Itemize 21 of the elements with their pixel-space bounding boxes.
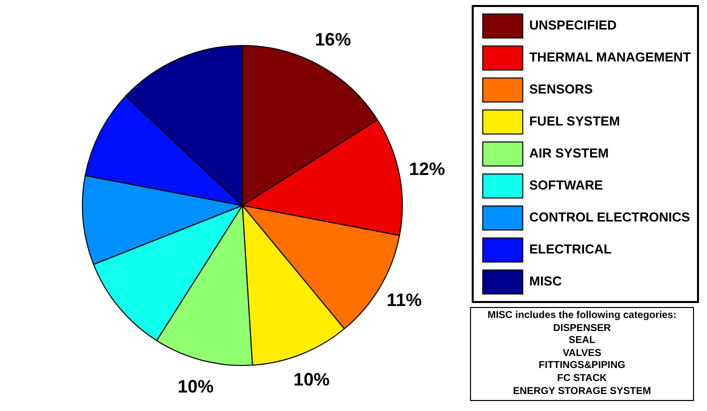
legend-label: ELECTRICAL <box>529 242 612 257</box>
text: ENERGY STORAGE SYSTEM <box>512 386 652 398</box>
text: SEAL <box>568 335 596 348</box>
legend-label: THERMAL MANAGEMENT <box>529 50 691 65</box>
legend-label: UNSPECIFIED <box>529 18 617 33</box>
text: FC STACK <box>556 372 608 386</box>
legend-label: CONTROL ELECTRONICS <box>529 210 690 225</box>
data-label: 16% <box>314 30 351 50</box>
text: MISC includes the following categories: <box>486 310 678 323</box>
text: DISPENSER <box>552 322 612 336</box>
text: VALVES <box>562 348 602 360</box>
legend-label: AIR SYSTEM <box>529 146 609 161</box>
data-label: 10% <box>178 376 214 397</box>
legend-label: SENSORS <box>529 82 594 97</box>
data-label: 12% <box>409 159 446 180</box>
data-label: 10% <box>294 369 330 390</box>
legend-label: SOFTWARE <box>529 178 604 193</box>
legend-label: FUEL SYSTEM <box>529 114 620 129</box>
text: FITTINGS&PIPING <box>538 360 626 373</box>
data-label: 11% <box>386 290 422 310</box>
legend-label: MISC <box>529 274 562 289</box>
